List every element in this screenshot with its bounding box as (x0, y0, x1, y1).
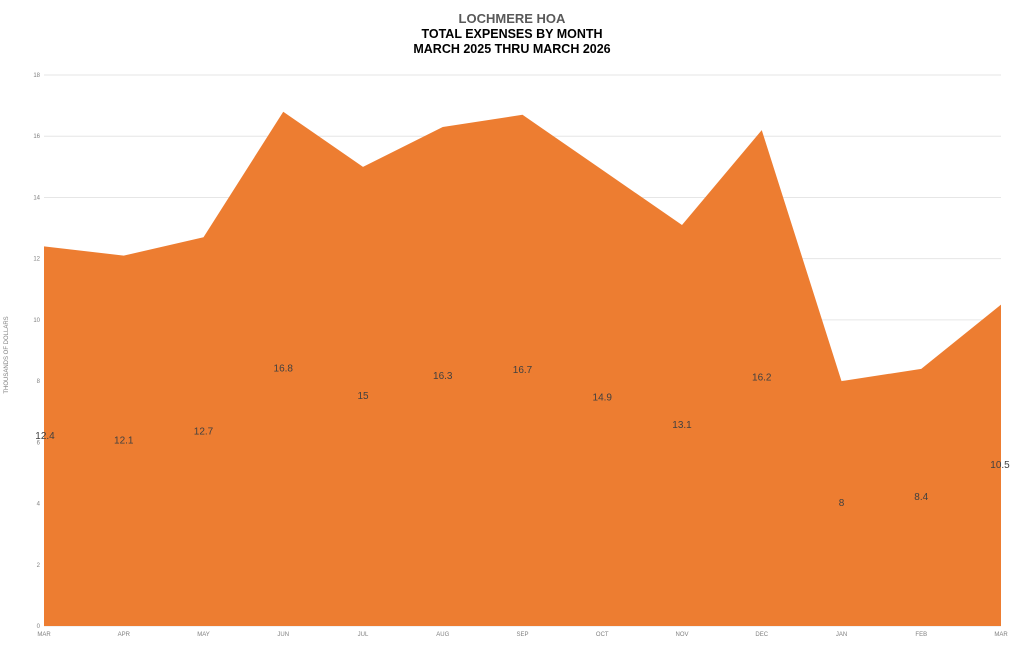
data-label: 16.7 (513, 365, 533, 376)
area-series (44, 111, 1001, 626)
y-axis-ticks: 0 2 4 6 8 10 12 14 16 18 (33, 73, 40, 630)
data-label: 16.3 (433, 371, 453, 382)
y-tick-label: 12 (33, 257, 40, 263)
x-tick-label: JAN (836, 632, 847, 638)
x-tick-label: FEB (915, 632, 927, 638)
x-tick-label: MAR (994, 632, 1008, 638)
x-tick-label: APR (118, 632, 131, 638)
y-tick-label: 8 (37, 379, 41, 385)
y-tick-label: 2 (37, 563, 41, 569)
data-label: 8.4 (914, 492, 928, 503)
chart-subtitle-line-1: TOTAL EXPENSES BY MONTH (421, 27, 602, 41)
chart-title: LOCHMERE HOA (459, 11, 567, 26)
x-axis-ticks: MAR APR MAY JUN JUL AUG SEP OCT NOV DEC JAN FEB MAR (37, 632, 1008, 638)
y-tick-label: 18 (33, 73, 40, 79)
y-tick-label: 0 (37, 624, 41, 630)
data-label: 15 (357, 391, 369, 402)
y-tick-label: 10 (33, 318, 40, 324)
data-label: 13.1 (672, 420, 692, 431)
data-label: 14.9 (593, 393, 613, 404)
x-tick-label: JUL (358, 632, 369, 638)
x-tick-label: JUN (277, 632, 289, 638)
y-tick-label: 14 (33, 195, 40, 201)
x-tick-label: MAR (37, 632, 51, 638)
y-tick-label: 6 (37, 440, 41, 446)
data-label: 12.4 (35, 431, 55, 442)
y-tick-label: 4 (37, 502, 41, 508)
x-tick-label: DEC (755, 632, 768, 638)
data-label: 10.5 (990, 460, 1010, 471)
x-tick-label: SEP (516, 632, 528, 638)
x-tick-label: NOV (675, 632, 688, 638)
x-tick-label: OCT (596, 632, 609, 638)
data-label: 16.2 (752, 373, 772, 384)
data-label: 8 (839, 498, 845, 509)
x-tick-label: AUG (436, 632, 449, 638)
x-tick-label: MAY (197, 632, 210, 638)
data-label: 16.8 (274, 364, 294, 375)
area-fill (44, 111, 1001, 626)
data-label: 12.7 (194, 426, 214, 437)
data-labels: 12.4 12.1 12.7 16.8 15 16.3 16.7 14.9 13.1 16.2 8 8… (35, 364, 1010, 510)
y-tick-label: 16 (33, 134, 40, 140)
chart-subtitle-line-2: MARCH 2025 THRU MARCH 2026 (413, 42, 610, 56)
data-label: 12.1 (114, 435, 134, 446)
y-axis-label: THOUSANDS OF DOLLARS (4, 316, 10, 393)
